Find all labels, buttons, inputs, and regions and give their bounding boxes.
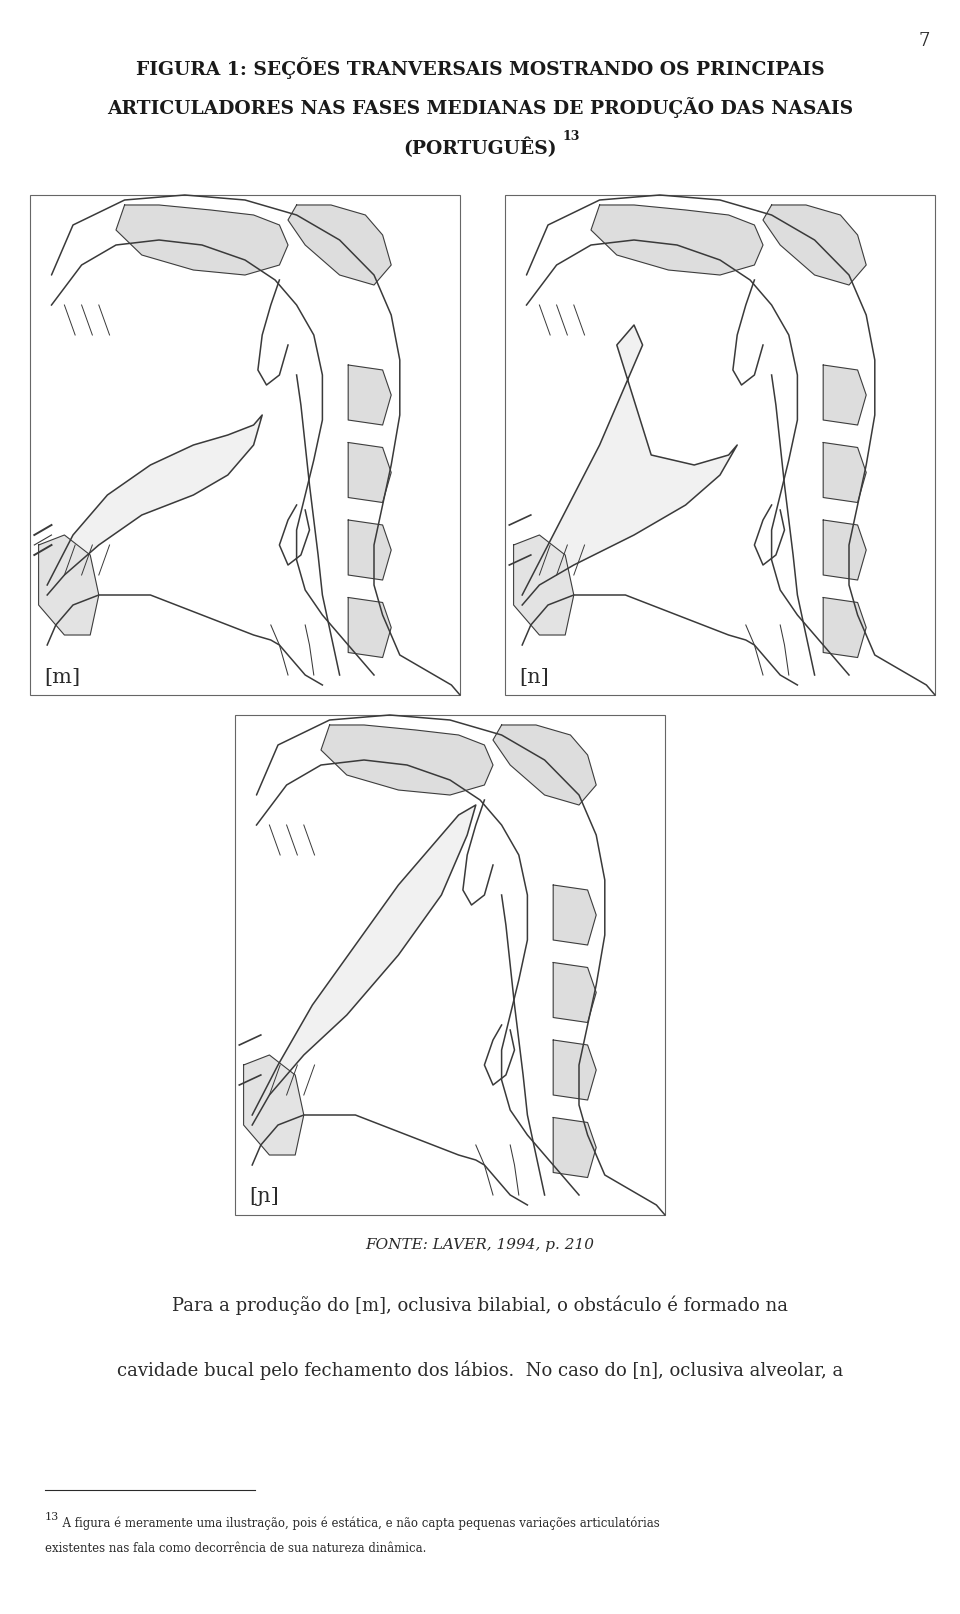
Text: 7: 7 <box>919 32 930 50</box>
Text: [n]: [n] <box>519 668 549 686</box>
Text: ARTICULADORES NAS FASES MEDIANAS DE PRODUÇÃO DAS NASAIS: ARTICULADORES NAS FASES MEDIANAS DE PROD… <box>107 97 853 118</box>
Polygon shape <box>522 324 737 605</box>
Text: Para a produção do [m], oclusiva bilabial, o obstáculo é formado na: Para a produção do [m], oclusiva bilabia… <box>172 1296 788 1315</box>
Polygon shape <box>348 597 392 657</box>
Text: FONTE: LAVER, 1994, p. 210: FONTE: LAVER, 1994, p. 210 <box>366 1238 594 1252</box>
Polygon shape <box>763 205 866 286</box>
Polygon shape <box>824 520 866 579</box>
Text: cavidade bucal pelo fechamento dos lábios.  No caso do [n], oclusiva alveolar, a: cavidade bucal pelo fechamento dos lábio… <box>117 1361 843 1380</box>
Text: (PORTUGUÊS): (PORTUGUÊS) <box>403 137 557 158</box>
Polygon shape <box>824 365 866 424</box>
Polygon shape <box>348 365 392 424</box>
Bar <box>30 195 460 696</box>
Polygon shape <box>348 442 392 502</box>
Polygon shape <box>514 534 574 634</box>
Polygon shape <box>288 205 392 286</box>
Polygon shape <box>244 1056 303 1156</box>
Polygon shape <box>38 534 99 634</box>
Polygon shape <box>252 805 476 1125</box>
Polygon shape <box>553 962 596 1023</box>
Polygon shape <box>553 1117 596 1178</box>
Polygon shape <box>348 520 392 579</box>
Polygon shape <box>47 415 262 596</box>
Text: [ɲ]: [ɲ] <box>249 1188 278 1207</box>
Polygon shape <box>321 725 493 796</box>
Text: 13: 13 <box>45 1512 60 1522</box>
Text: FIGURA 1: SEÇÕES TRANVERSAIS MOSTRANDO OS PRINCIPAIS: FIGURA 1: SEÇÕES TRANVERSAIS MOSTRANDO O… <box>135 56 825 79</box>
Text: existentes nas fala como decorrência de sua natureza dinâmica.: existentes nas fala como decorrência de … <box>45 1541 426 1554</box>
Polygon shape <box>591 205 763 274</box>
Polygon shape <box>553 884 596 946</box>
Text: [m]: [m] <box>44 668 80 686</box>
Polygon shape <box>553 1039 596 1101</box>
Polygon shape <box>493 725 596 805</box>
Text: 13: 13 <box>563 131 581 144</box>
Polygon shape <box>824 597 866 657</box>
Polygon shape <box>116 205 288 274</box>
Polygon shape <box>824 442 866 502</box>
Bar <box>505 195 935 696</box>
Bar <box>235 715 665 1215</box>
Text: A figura é meramente uma ilustração, pois é estática, e não capta pequenas varia: A figura é meramente uma ilustração, poi… <box>55 1516 660 1530</box>
